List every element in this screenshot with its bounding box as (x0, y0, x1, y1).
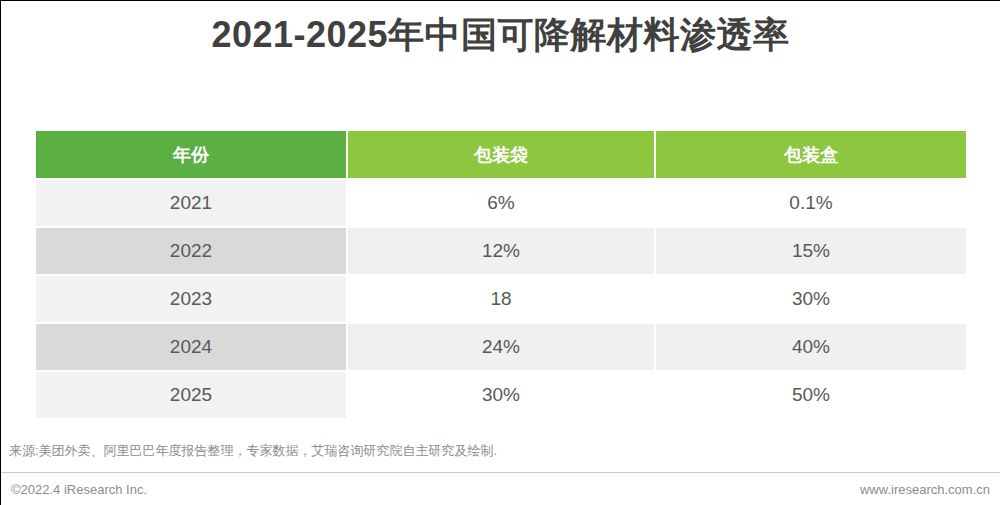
table-row: 2021 6% 0.1% (36, 180, 966, 226)
footer-bar: ©2022.4 iResearch Inc. www.iresearch.com… (1, 472, 1000, 505)
year-cell: 2022 (36, 228, 346, 274)
website-text: www.iresearch.com.cn (860, 482, 990, 497)
report-figure: 2021-2025年中国可降解材料渗透率 年份 包装袋 包装盒 2021 6% … (0, 0, 1000, 505)
box-value-cell: 50% (656, 372, 966, 418)
box-value-cell: 40% (656, 324, 966, 370)
table-header-row: 年份 包装袋 包装盒 (36, 131, 966, 178)
chart-title: 2021-2025年中国可降解材料渗透率 (1, 11, 1000, 60)
bag-value-cell: 24% (348, 324, 654, 370)
column-header-bag: 包装袋 (348, 131, 654, 178)
copyright-text: ©2022.4 iResearch Inc. (11, 482, 147, 497)
source-note: 来源:美团外卖、阿里巴巴年度报告整理，专家数据，艾瑞咨询研究院自主研究及绘制. (9, 442, 497, 460)
column-header-box: 包装盒 (656, 131, 966, 178)
year-cell: 2025 (36, 372, 346, 418)
table-row: 2024 24% 40% (36, 324, 966, 370)
column-header-year: 年份 (36, 131, 346, 178)
penetration-table: 年份 包装袋 包装盒 2021 6% 0.1% 2022 12% 15% 202… (36, 131, 966, 418)
bag-value-cell: 18 (348, 276, 654, 322)
box-value-cell: 30% (656, 276, 966, 322)
year-cell: 2023 (36, 276, 346, 322)
table-row: 2022 12% 15% (36, 228, 966, 274)
box-value-cell: 15% (656, 228, 966, 274)
year-cell: 2021 (36, 180, 346, 226)
bag-value-cell: 6% (348, 180, 654, 226)
table-row: 2025 30% 50% (36, 372, 966, 418)
table-row: 2023 18 30% (36, 276, 966, 322)
box-value-cell: 0.1% (656, 180, 966, 226)
bag-value-cell: 30% (348, 372, 654, 418)
year-cell: 2024 (36, 324, 346, 370)
bag-value-cell: 12% (348, 228, 654, 274)
